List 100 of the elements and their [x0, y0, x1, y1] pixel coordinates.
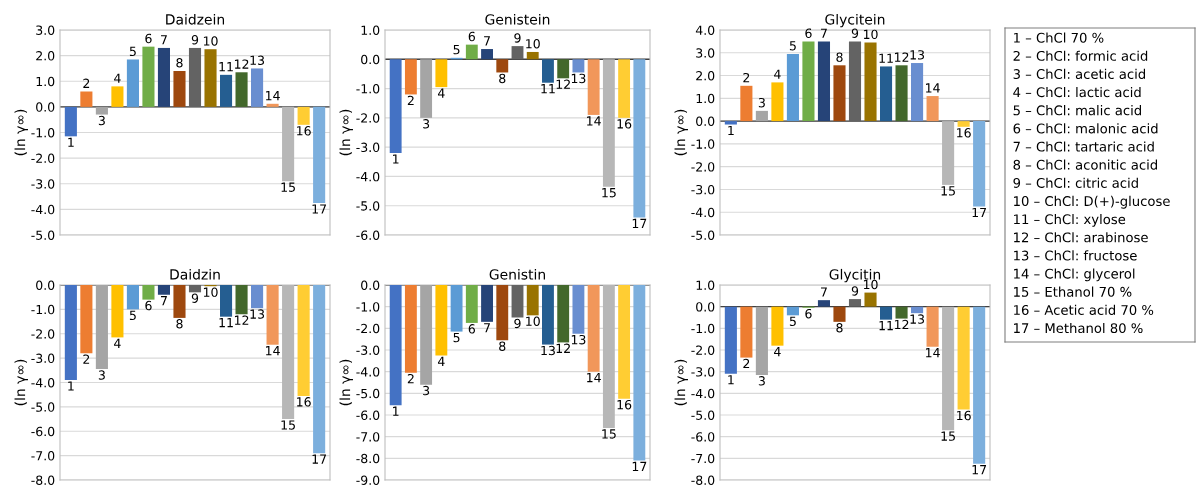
text: 8 – ChCl: aconitic acid	[1013, 159, 1157, 170]
x-tick-label: 9	[851, 286, 859, 296]
x-tick-label: 11	[879, 53, 893, 63]
y-tick-label: -2.0	[356, 113, 380, 123]
x-tick-label: 4	[437, 356, 445, 366]
x-tick-label: 7	[161, 296, 167, 306]
x-tick-label: 16	[957, 410, 971, 421]
bar	[740, 306, 753, 358]
y-tick-label: -3.0	[691, 367, 715, 377]
y-axis-title: (ln γ∞)	[14, 359, 28, 406]
x-tick-label: 3	[98, 370, 105, 380]
x-tick-label: 14	[926, 83, 940, 93]
y-tick-label: -5.0	[31, 230, 55, 240]
y-tick-label: -8.0	[356, 453, 380, 464]
x-tick-label: 11	[541, 84, 555, 94]
x-tick-label: 16	[297, 126, 311, 136]
bar	[942, 306, 955, 431]
bar	[864, 292, 877, 307]
x-tick-label: 12	[556, 79, 570, 89]
y-tick-label: -6.0	[356, 410, 380, 420]
x-tick-label: 4	[774, 69, 781, 79]
y-tick-label: 0.0	[36, 102, 55, 112]
y-tick-label: -4.0	[31, 377, 55, 388]
y-tick-label: -6.0	[31, 426, 55, 437]
y-tick-label: -3.0	[31, 179, 55, 189]
bar	[755, 110, 768, 122]
x-tick-label: 8	[499, 341, 506, 351]
bar	[404, 59, 417, 95]
x-tick-label: 1	[393, 154, 399, 164]
x-tick-label: 13	[250, 309, 265, 319]
y-tick-label: -2.0	[31, 153, 55, 164]
y-tick-label: -5.0	[691, 410, 715, 420]
y-tick-label: -1.0	[356, 84, 380, 94]
bar	[173, 71, 186, 107]
bar	[618, 59, 631, 118]
x-tick-label: 17	[312, 454, 327, 464]
x-tick-label: 12	[234, 315, 249, 325]
text: 9 – ChCl: citric acid	[1013, 177, 1138, 188]
bar	[542, 59, 554, 83]
y-tick-label: 0.0	[696, 302, 715, 312]
bar	[957, 121, 970, 127]
x-tick-label: 4	[114, 338, 121, 348]
bar	[157, 47, 171, 107]
x-tick-label: 10	[526, 316, 540, 326]
bar	[926, 306, 939, 347]
bar	[926, 96, 939, 122]
text: 16 – Acetic acid 70 %	[1014, 304, 1154, 315]
x-tick-label: 7	[484, 323, 490, 333]
bar	[420, 59, 433, 118]
y-axis-title: (ln γ∞)	[674, 359, 688, 406]
bar	[724, 121, 737, 125]
chart-title: Daidzin	[170, 268, 220, 280]
bar	[879, 306, 893, 320]
bar	[911, 63, 924, 122]
x-tick-label: 15	[281, 420, 295, 430]
y-tick-label: -1.0	[31, 304, 55, 315]
bar	[911, 306, 924, 314]
y-tick-label: -4.0	[691, 388, 715, 399]
text: 7 – ChCl: tartaric acid	[1013, 141, 1154, 152]
x-tick-label: 13	[571, 73, 586, 84]
bar	[724, 306, 737, 374]
x-tick-label: 2	[407, 373, 414, 384]
x-tick-label: 1	[68, 381, 74, 391]
y-tick-label: -7.0	[31, 451, 55, 461]
x-tick-label: 10	[203, 36, 218, 46]
y-tick-label: 2.0	[696, 71, 715, 81]
x-tick-label: 8	[176, 58, 183, 68]
x-tick-label: 13	[910, 50, 925, 60]
bar	[126, 59, 139, 107]
x-tick-label: 8	[176, 319, 183, 329]
x-tick-label: 2	[83, 354, 90, 364]
bar	[771, 82, 784, 122]
x-tick-label: 8	[836, 52, 843, 62]
y-tick-label: 1.0	[696, 93, 715, 104]
bar	[188, 47, 202, 107]
bar	[297, 106, 310, 125]
x-tick-label: 5	[453, 45, 460, 55]
bar	[80, 91, 93, 107]
x-tick-label: 1	[68, 137, 74, 147]
x-tick-label: 3	[758, 376, 765, 386]
y-tick-label: 1.0	[361, 25, 380, 35]
text: 4 – ChCl: lactic acid	[1013, 86, 1141, 98]
bar	[465, 44, 478, 60]
x-tick-label: 12	[894, 319, 909, 330]
y-tick-label: -4.0	[31, 204, 55, 215]
x-tick-label: 9	[191, 293, 199, 303]
x-tick-label: 3	[758, 97, 765, 108]
y-tick-label: -1.0	[356, 302, 380, 312]
x-tick-label: 9	[851, 28, 859, 38]
y-tick-label: 3.0	[36, 25, 55, 35]
y-tick-label: -3.0	[691, 184, 715, 195]
bar	[879, 66, 893, 122]
bar	[251, 68, 264, 107]
chart-title: Glycitein	[825, 13, 885, 28]
x-tick-label: 14	[266, 91, 280, 101]
bar	[957, 306, 970, 410]
y-tick-label: 0.0	[361, 54, 380, 65]
x-tick-label: 5	[789, 316, 796, 326]
text: 14 – ChCl: glycerol	[1014, 268, 1135, 282]
x-tick-label: 17	[632, 461, 647, 471]
